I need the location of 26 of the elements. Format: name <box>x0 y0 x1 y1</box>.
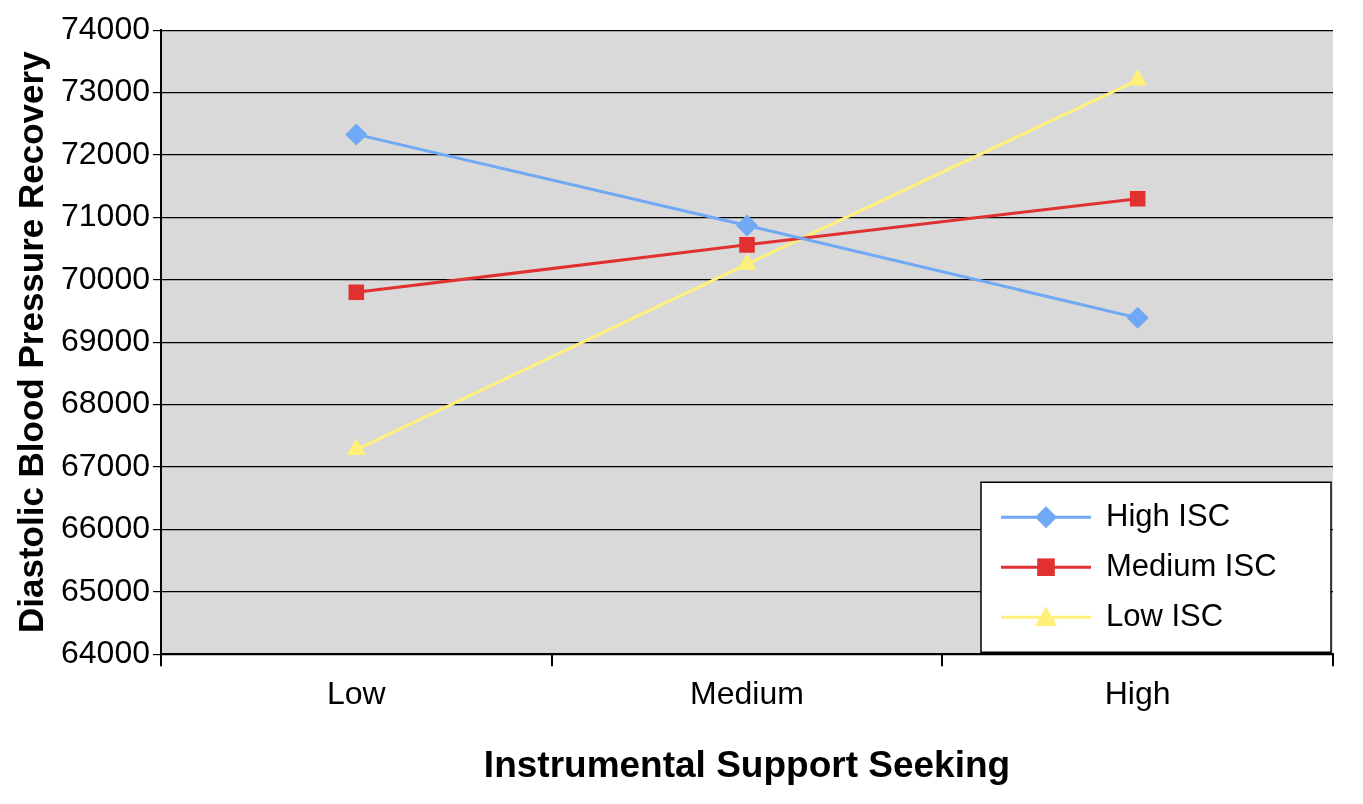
y-axis-title: Diastolic Blood Pressure Recovery <box>10 50 50 634</box>
legend-label: Low ISC <box>1106 597 1224 633</box>
x-axis-title: Instrumental Support Seeking <box>483 744 1011 785</box>
point <box>1126 306 1149 329</box>
legend-label: Medium ISC <box>1106 547 1277 583</box>
x-tick-label: High <box>1104 675 1171 712</box>
point <box>346 438 366 456</box>
point <box>1129 190 1146 207</box>
y-tick-label: 70000 <box>61 259 150 296</box>
x-tick-label: Medium <box>690 675 804 712</box>
y-tick-label: 64000 <box>61 634 150 671</box>
y-tick-label: 67000 <box>61 446 150 483</box>
point <box>348 284 365 301</box>
legend-label: High ISC <box>1106 497 1231 533</box>
y-tick-label: 72000 <box>61 134 150 171</box>
x-tick-label: Low <box>326 675 387 712</box>
y-tick-label: 65000 <box>61 571 150 608</box>
point <box>345 123 368 146</box>
y-tick-label: 73000 <box>61 72 150 109</box>
point <box>739 237 755 253</box>
y-tick-label: 68000 <box>61 384 150 421</box>
point <box>735 214 758 237</box>
y-tick-label: 71000 <box>61 197 150 234</box>
y-tick-label: 69000 <box>61 322 150 359</box>
y-tick-label: 66000 <box>61 509 150 546</box>
y-tick-label: 74000 <box>61 10 150 47</box>
